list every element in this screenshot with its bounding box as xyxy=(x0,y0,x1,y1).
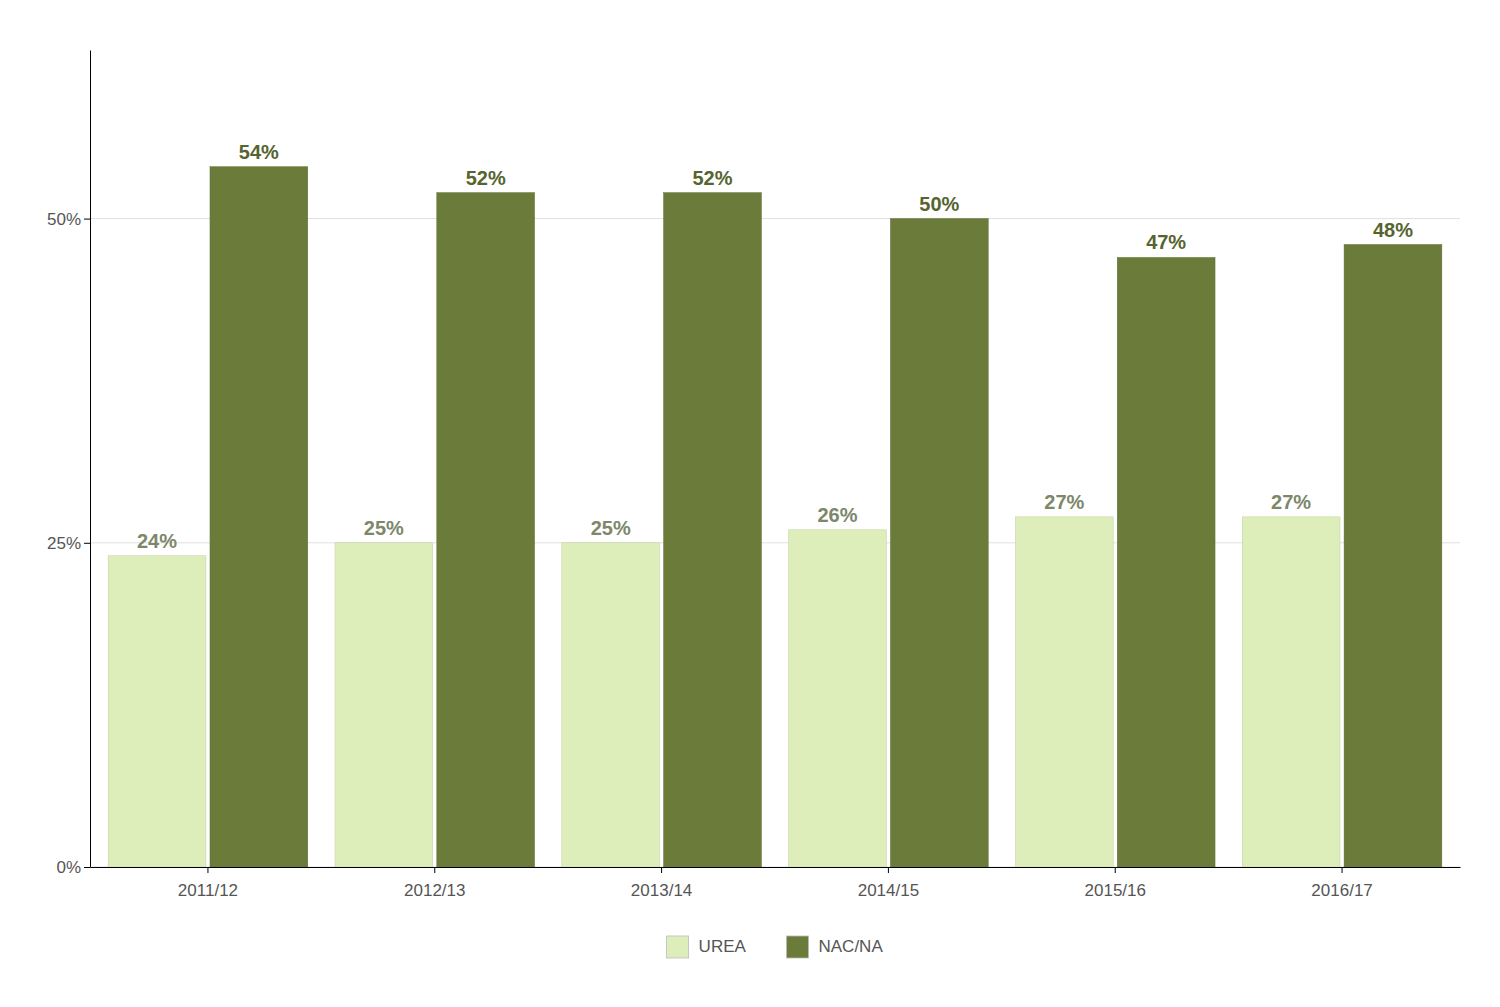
legend-swatch xyxy=(667,936,689,958)
bar xyxy=(108,556,206,867)
x-tick: 2012/13 xyxy=(404,867,465,900)
data-labels: 24% 25% 25% 26% 27% 27% 54% 52% 52% 50% 47% 48% xyxy=(137,141,1413,552)
x-tick: 2015/16 xyxy=(1085,867,1146,900)
x-tick-mark xyxy=(434,867,435,873)
x-tick-mark xyxy=(661,867,662,873)
y-tick: 50% xyxy=(47,210,90,229)
x-tick-label: 2012/13 xyxy=(404,881,465,900)
bar xyxy=(664,193,762,867)
legend: UREA NAC/NA xyxy=(667,936,884,958)
legend-item: NAC/NA xyxy=(787,936,884,958)
legend-swatch xyxy=(787,936,809,958)
bar xyxy=(1015,517,1113,867)
data-label: 25% xyxy=(591,517,631,539)
x-tick-mark xyxy=(1342,867,1343,873)
x-tick: 2011/12 xyxy=(178,867,238,900)
data-label: 47% xyxy=(1146,231,1186,253)
x-tick-label: 2015/16 xyxy=(1085,881,1146,900)
data-label: 27% xyxy=(1271,491,1311,513)
x-tick: 2016/17 xyxy=(1311,867,1372,900)
data-label: 48% xyxy=(1373,219,1413,241)
x-tick-label: 2016/17 xyxy=(1311,881,1372,900)
data-label: 52% xyxy=(466,167,506,189)
y-tick: 25% xyxy=(47,534,90,553)
bar xyxy=(562,543,660,867)
x-tick-label: 2013/14 xyxy=(631,881,692,900)
y-tick-label: 0% xyxy=(56,858,81,877)
y-tick-mark xyxy=(84,867,90,868)
x-axis: 2011/12 2012/13 2013/14 2014/15 2015/16 2016/… xyxy=(91,867,1461,900)
x-tick-mark xyxy=(888,867,889,873)
bar xyxy=(1242,517,1340,867)
y-axis-line xyxy=(90,51,91,868)
legend-label: UREA xyxy=(699,937,747,956)
bar xyxy=(1344,245,1442,867)
legend-item: UREA xyxy=(667,936,747,958)
y-axis: 0% 25% 50% xyxy=(47,51,91,877)
series xyxy=(210,167,1442,867)
legend-label: NAC/NA xyxy=(819,937,884,956)
data-label: 24% xyxy=(137,530,177,552)
data-label: 52% xyxy=(692,167,732,189)
x-tick: 2013/14 xyxy=(631,867,692,900)
data-label: 25% xyxy=(364,517,404,539)
x-tick-label: 2014/15 xyxy=(858,881,919,900)
chart: 24% 25% 25% 26% 27% 27% 54% 52% 52% 50% 47% 48% 0% 25… xyxy=(0,0,1500,1007)
x-tick-mark xyxy=(207,867,208,873)
bar xyxy=(789,530,887,867)
x-axis-line xyxy=(91,867,1461,868)
y-tick: 0% xyxy=(56,858,90,877)
bar xyxy=(1117,257,1215,867)
x-tick-mark xyxy=(1115,867,1116,873)
y-tick-mark xyxy=(84,219,90,220)
data-label: 54% xyxy=(239,141,279,163)
y-tick-mark xyxy=(84,543,90,544)
bar xyxy=(890,219,988,867)
plot: 24% 25% 25% 26% 27% 27% 54% 52% 52% 50% 47% 48% 0% 25… xyxy=(47,51,1461,901)
data-label: 26% xyxy=(817,504,857,526)
x-tick-label: 2011/12 xyxy=(178,881,238,900)
data-label: 27% xyxy=(1044,491,1084,513)
bar xyxy=(437,193,535,867)
y-tick-label: 25% xyxy=(47,534,81,553)
bars xyxy=(108,167,1442,867)
bar xyxy=(335,543,433,867)
bar xyxy=(210,167,308,867)
data-label: 50% xyxy=(919,193,959,215)
x-tick: 2014/15 xyxy=(858,867,919,900)
y-tick-label: 50% xyxy=(47,210,81,229)
